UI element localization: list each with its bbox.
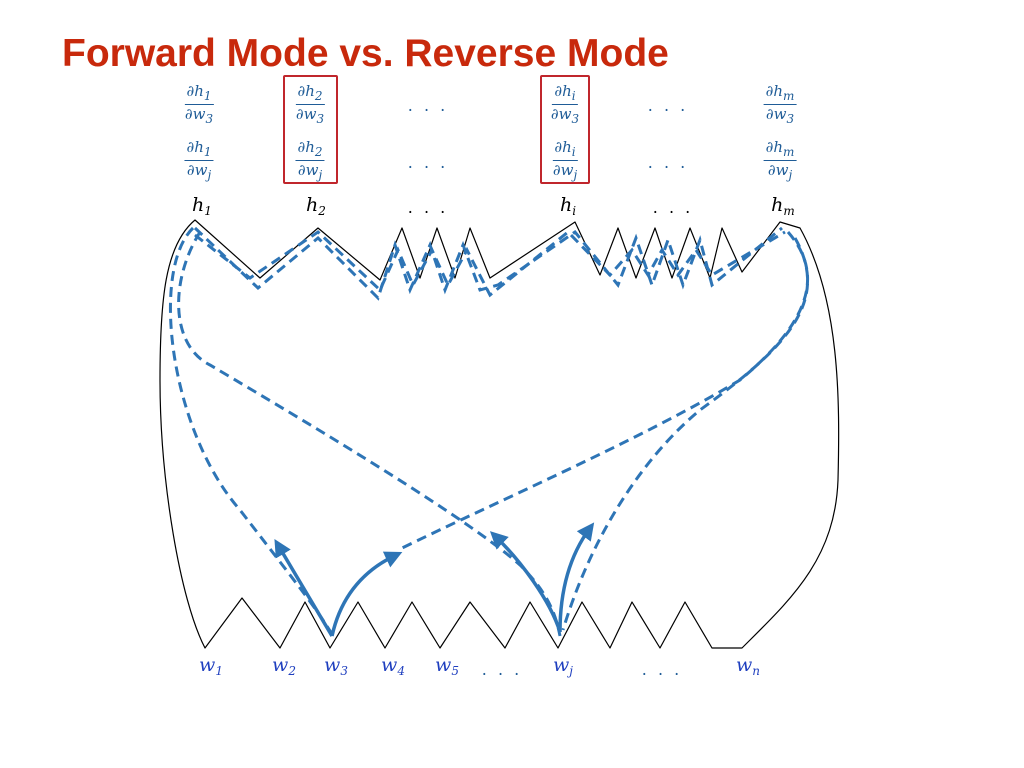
- input-node-label: w4: [381, 654, 405, 678]
- deriv-hm-wj: ∂hm ∂wj: [763, 138, 797, 182]
- input-node-label: wn: [736, 654, 760, 678]
- deriv-ellipsis: . . .: [647, 153, 689, 172]
- deriv-ellipsis: . . .: [647, 96, 689, 115]
- deriv-h2-wj: ∂h2 ∂wj: [295, 138, 325, 182]
- deriv-ellipsis: . . .: [407, 96, 449, 115]
- input-node-label: w3: [324, 654, 348, 678]
- input-ellipsis: . . .: [481, 660, 523, 679]
- dashed-path-top-inner: [194, 229, 786, 298]
- input-node-label: w5: [435, 654, 459, 678]
- input-node-label: w2: [272, 654, 296, 678]
- output-node-label: h2: [306, 194, 326, 218]
- highlight-box-h2: [283, 75, 338, 184]
- arrow-wj-right: [558, 522, 595, 633]
- deriv-hi-w3: ∂hi ∂w3: [550, 82, 580, 126]
- arrow-w3-right: [330, 551, 403, 637]
- output-node-label: hm: [771, 194, 795, 218]
- dashed-path-h1-to-w3: [168, 226, 335, 637]
- input-ellipsis: . . .: [641, 660, 683, 679]
- arrow-wj-left: [489, 531, 562, 633]
- deriv-h2-w3: ∂h2 ∂w3: [295, 82, 325, 126]
- output-ellipsis: . . .: [407, 198, 449, 217]
- deriv-h1-w3: ∂h1 ∂w3: [184, 82, 214, 126]
- slide-title: Forward Mode vs. Reverse Mode: [62, 32, 669, 75]
- deriv-hi-wj: ∂hi ∂wj: [552, 138, 578, 182]
- graph-outline: [159, 219, 840, 649]
- deriv-ellipsis: . . .: [407, 153, 449, 172]
- arrow-w3-left: [274, 538, 334, 637]
- deriv-hm-w3: ∂hm ∂w3: [763, 82, 797, 126]
- dashed-path-h1-to-wj: [177, 231, 562, 637]
- deriv-h1-wj: ∂h1 ∂wj: [184, 138, 214, 182]
- dashed-path-hm-to-wj: [561, 237, 810, 631]
- input-node-label: w1: [199, 654, 223, 678]
- highlight-box-hi: [540, 75, 590, 184]
- output-ellipsis: . . .: [652, 198, 694, 217]
- output-node-label: h1: [192, 194, 212, 218]
- dashed-path-top-outer: [193, 226, 783, 301]
- input-node-label: wj: [553, 654, 573, 678]
- output-node-label: hi: [559, 194, 577, 218]
- dashed-path-hm-to-w3: [397, 231, 810, 552]
